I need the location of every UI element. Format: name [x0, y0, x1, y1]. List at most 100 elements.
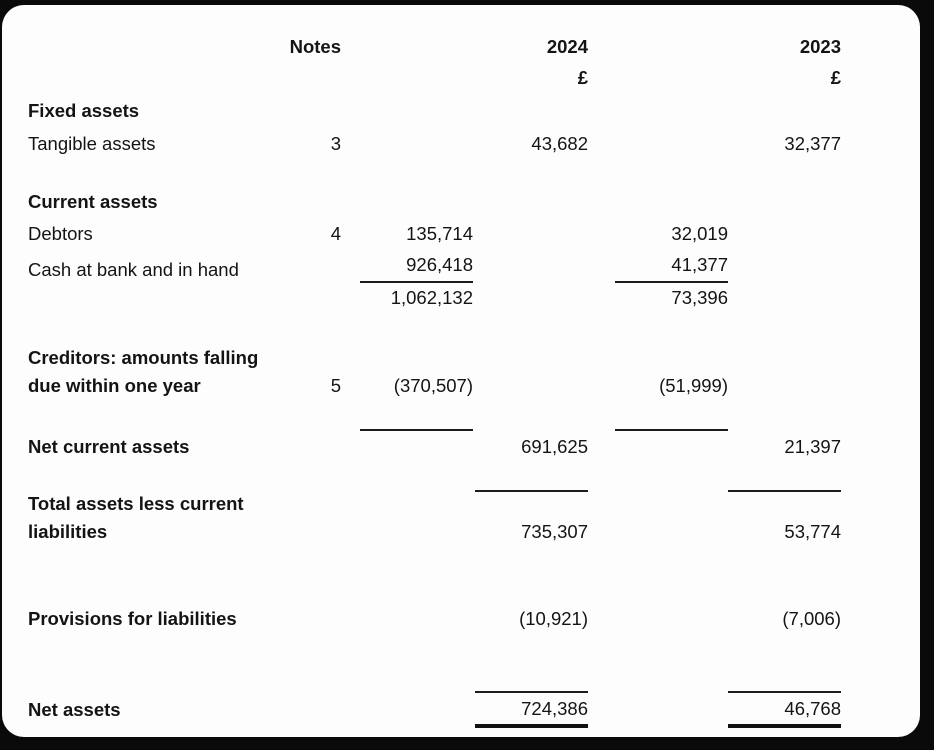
note-reference: 5 — [330, 375, 341, 396]
column-header-value: 2024 — [546, 36, 588, 57]
amount-value: 691,625 — [521, 436, 588, 457]
table-row: Notes 2024 2023 — [28, 34, 841, 60]
cell-2023-total: 32,377 — [728, 131, 841, 157]
cell-2023-detail — [588, 59, 728, 60]
cell-note — [275, 282, 341, 283]
cell-label: Tangible assets — [28, 131, 275, 157]
cell-2023-detail — [588, 90, 728, 91]
amount-value: (7,006) — [782, 608, 841, 629]
amount-value: 41,377 — [615, 252, 728, 283]
cell-2024-detail — [341, 214, 473, 215]
cell-2024-total — [473, 399, 588, 400]
amount-value: 53,774 — [784, 521, 841, 542]
cell-2023-detail: 32,019 — [588, 221, 728, 247]
cell-2023-detail — [588, 631, 728, 632]
amount-value: 926,418 — [360, 252, 473, 283]
note-reference: 4 — [330, 223, 341, 244]
cell-note: Notes — [275, 34, 341, 60]
cell-2023-total — [728, 399, 841, 400]
cell-2024-total: £ — [473, 65, 588, 91]
cell-2024-total: 691,625 — [473, 429, 588, 460]
cell-note: 3 — [275, 131, 341, 157]
cell-note — [275, 709, 341, 710]
amount-value: 1,062,132 — [390, 287, 473, 308]
cell-2023-detail — [588, 709, 728, 710]
cell-2024-total: 2024 — [473, 34, 588, 60]
cell-2024-detail — [341, 123, 473, 124]
cell-2023-detail: 41,377 — [588, 252, 728, 283]
amount-value: (370,507) — [393, 375, 473, 396]
cell-note: 4 — [275, 221, 341, 247]
cell-2024-total: 735,307 — [473, 490, 588, 546]
cell-label — [28, 59, 275, 60]
cell-2023-detail — [588, 156, 728, 157]
cell-2024-detail — [341, 59, 473, 60]
cell-label: Total assets less current liabilities — [28, 490, 275, 546]
amount-value: 32,019 — [671, 223, 728, 244]
cell-label: Creditors: amounts falling due within on… — [28, 344, 275, 400]
cell-2023-detail: 73,396 — [588, 285, 728, 311]
column-header-value: £ — [577, 67, 588, 88]
rule-line — [475, 490, 588, 492]
cell-note — [275, 123, 341, 124]
cell-2024-total — [473, 310, 588, 311]
table-row: Current assets — [28, 189, 841, 215]
cell-2024-total — [473, 123, 588, 124]
cell-note — [275, 214, 341, 215]
row-label: Net current assets — [28, 436, 190, 457]
row-label: Creditors: amounts falling due within on… — [28, 347, 259, 396]
row-label: Net assets — [28, 698, 121, 720]
balance-sheet-table: Notes 2024 2023 £ £ Fixed assets Tangible asse… — [28, 34, 841, 728]
cell-2024-total — [473, 246, 588, 247]
cell-2024-detail — [341, 490, 473, 546]
cell-2023-detail — [588, 123, 728, 124]
cell-2024-detail — [341, 631, 473, 632]
cell-2023-detail — [588, 429, 728, 455]
cell-2023-detail — [588, 214, 728, 215]
row-label: Total assets less current liabilities — [28, 493, 244, 542]
cell-2024-detail: 926,418 — [341, 252, 473, 283]
table-row: Net assets 724,386 46,768 — [28, 691, 841, 728]
cell-2024-detail — [341, 429, 473, 455]
cell-label: Provisions for liabilities — [28, 606, 275, 632]
cell-2023-total: 2023 — [728, 34, 841, 60]
row-label: Cash at bank and in hand — [28, 259, 239, 280]
cell-2024-total — [473, 282, 588, 283]
amount-value: 73,396 — [671, 287, 728, 308]
note-reference: 3 — [330, 133, 341, 154]
cell-2024-total — [473, 214, 588, 215]
cell-label: Debtors — [28, 221, 275, 247]
cell-2023-total: 21,397 — [728, 429, 841, 460]
cell-2023-total — [728, 123, 841, 124]
cell-label: Fixed assets — [28, 98, 275, 124]
table-row: Debtors 4 135,714 32,019 — [28, 221, 841, 247]
row-label: Fixed assets — [28, 100, 140, 121]
row-label: Tangible assets — [28, 133, 156, 154]
amount-value: (51,999) — [659, 375, 728, 396]
amount-value: 724,386 — [475, 691, 588, 728]
column-header-value: £ — [830, 67, 841, 88]
cell-note — [275, 490, 341, 546]
cell-2024-detail — [341, 90, 473, 91]
cell-2024-total: (10,921) — [473, 606, 588, 632]
amount-value: 21,397 — [784, 436, 841, 457]
cell-label: Current assets — [28, 189, 275, 215]
cell-2023-total: (7,006) — [728, 606, 841, 632]
amount-value: 735,307 — [521, 521, 588, 542]
cell-label: Net assets — [28, 697, 275, 723]
table-row: 1,062,132 73,396 — [28, 285, 841, 311]
cell-note — [275, 310, 341, 311]
rule-line — [615, 429, 728, 431]
cell-2023-detail: (51,999) — [588, 372, 728, 400]
amount-value: 46,768 — [728, 691, 841, 728]
cell-note — [275, 90, 341, 91]
cell-note — [275, 631, 341, 632]
table-row: Net current assets 691,625 21,397 — [28, 429, 841, 460]
cell-2023-total — [728, 282, 841, 283]
cell-label: Net current assets — [28, 429, 275, 460]
cell-2023-total — [728, 214, 841, 215]
cell-label: Cash at bank and in hand — [28, 257, 275, 283]
cell-2024-detail — [341, 156, 473, 157]
balance-sheet-page: Notes 2024 2023 £ £ Fixed assets Tangible asse… — [2, 5, 920, 737]
